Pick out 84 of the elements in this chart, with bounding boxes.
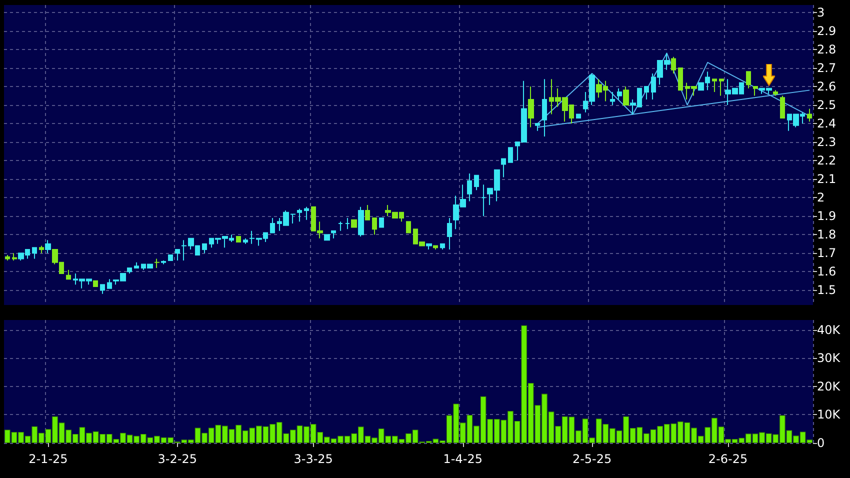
candlestick [678, 67, 683, 91]
candlestick [345, 217, 350, 230]
y-tick-label: 2.6 [817, 79, 836, 94]
y-tick-label: 30K [817, 351, 842, 366]
y-tick-label: 2.2 [817, 154, 836, 168]
candlestick [243, 238, 248, 244]
candlestick [440, 243, 445, 250]
candlestick [358, 206, 364, 237]
x-tick-label: 2-6-25 [708, 452, 748, 466]
candlestick [623, 86, 629, 106]
y-tick-label: 3 [817, 5, 825, 20]
candlestick [297, 208, 302, 222]
candlestick [671, 56, 676, 74]
y-tick-label: 40K [817, 322, 842, 337]
candlestick [39, 245, 44, 254]
y-tick-label: 2.9 [817, 24, 836, 38]
candlestick [379, 217, 384, 228]
x-tick-label: 2-1-25 [28, 452, 68, 466]
x-tick-label: 3-3-25 [294, 452, 333, 466]
candlestick [365, 204, 370, 220]
candlestick [426, 243, 432, 250]
candlestick [12, 252, 17, 262]
candlestick [501, 158, 506, 178]
y-tick-label: 2.4 [817, 116, 836, 131]
y-tick-label: 2.3 [817, 135, 836, 150]
candlestick [617, 88, 622, 100]
candlestick [168, 254, 173, 262]
candlestick [780, 95, 785, 118]
candlestick [576, 114, 581, 118]
candlestick [508, 147, 513, 163]
y-tick-label: 2 [817, 190, 825, 205]
x-tick-label: 2-5-25 [572, 452, 612, 466]
candlestick [304, 206, 309, 220]
y-tick-label: 2.5 [817, 98, 836, 112]
candlestick [372, 217, 377, 236]
y-tick-label: 10K [817, 408, 842, 422]
candlestick [202, 243, 207, 254]
candlestick [712, 78, 717, 93]
candlestick [93, 280, 98, 287]
candlestick [175, 248, 180, 262]
candlestick [331, 230, 336, 239]
candlestick [447, 217, 452, 250]
candlestick [433, 245, 438, 250]
candlestick [644, 86, 649, 100]
y-tick-label: 1.9 [817, 209, 836, 224]
candlestick [351, 219, 357, 228]
candlestick [45, 240, 51, 254]
y-tick-label: 2.1 [817, 172, 836, 186]
y-tick-label: 20K [817, 379, 842, 394]
y-tick-label: 0 [817, 436, 825, 450]
y-tick-label: 1.6 [817, 264, 836, 279]
candlestick [5, 254, 10, 262]
candlestick [324, 234, 330, 241]
candlestick [719, 78, 724, 96]
candlestick [474, 174, 479, 191]
candlestick [467, 173, 472, 202]
x-tick-label: 3-2-25 [158, 452, 197, 466]
candlestick [66, 269, 71, 280]
candlestick [528, 86, 534, 128]
candlestick [270, 217, 275, 234]
x-tick-label: 1-4-25 [443, 452, 482, 466]
candlestick [32, 247, 37, 260]
y-tick-label: 1.8 [817, 228, 836, 242]
candlestick [807, 108, 812, 122]
candlestick [773, 90, 778, 96]
candlestick [753, 86, 758, 96]
candlestick [610, 92, 615, 106]
candlestick [746, 71, 751, 89]
candlestick [481, 184, 486, 217]
candlestick [127, 267, 132, 274]
candlestick [134, 262, 139, 268]
candlestick [406, 221, 411, 234]
candlestick [161, 260, 166, 265]
candlestick [535, 123, 540, 132]
candlestick [338, 221, 343, 232]
y-tick-label: 1.5 [817, 283, 836, 298]
y-tick-label: 1.7 [817, 246, 836, 260]
candlestick [100, 284, 105, 294]
y-tick-label: 2.8 [817, 42, 836, 56]
candlestick [542, 78, 547, 137]
candlestick [107, 278, 112, 289]
y-tick-label: 2.7 [817, 60, 836, 75]
candlestick [154, 258, 160, 268]
candlestick [236, 236, 241, 243]
